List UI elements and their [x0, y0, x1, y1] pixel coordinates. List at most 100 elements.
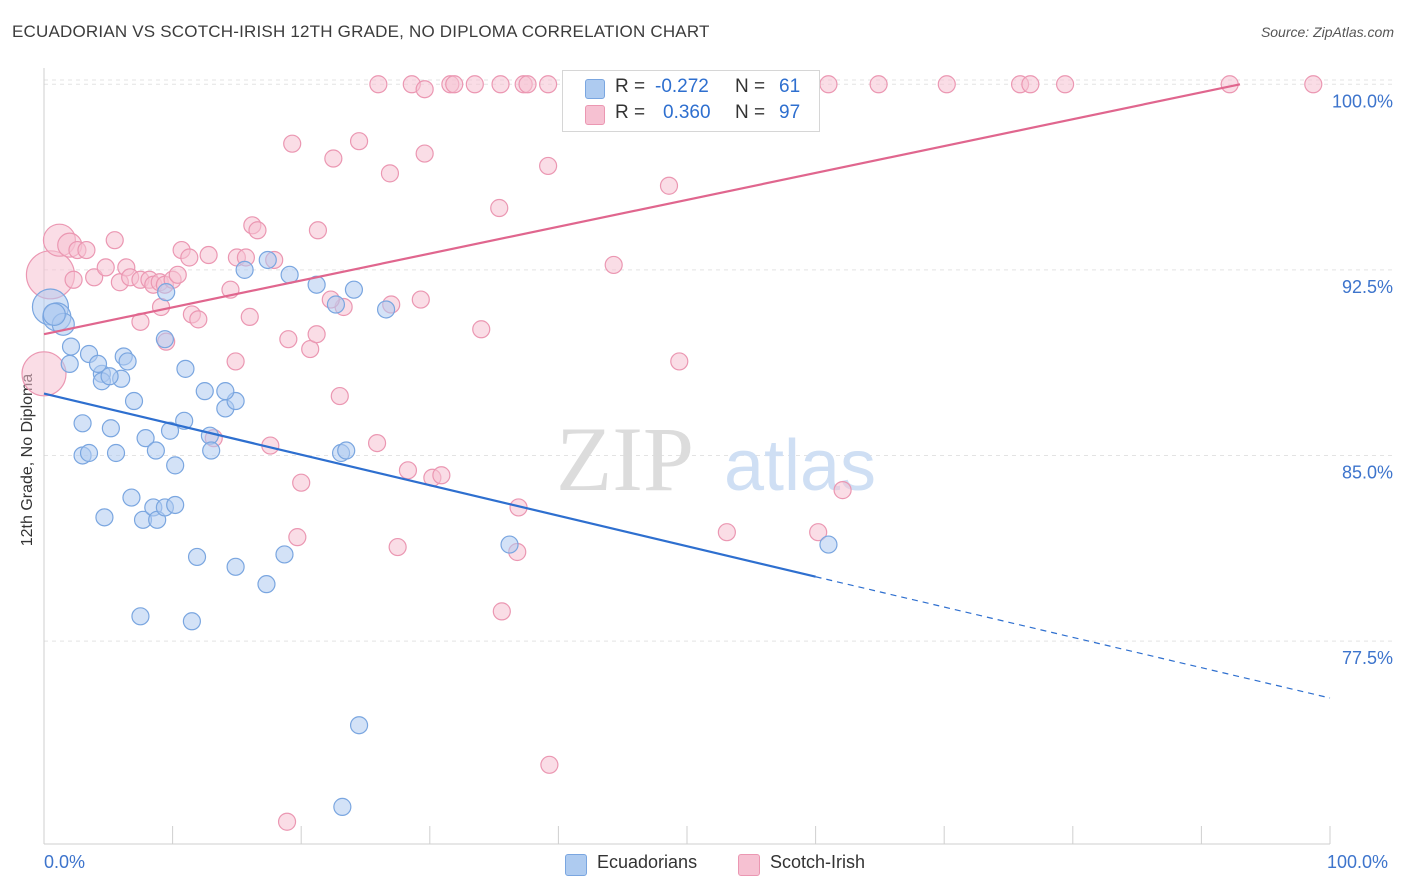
scotch-irish-point [307, 325, 326, 344]
scotch-irish-point [369, 75, 388, 94]
scotch-irish-point [1304, 75, 1323, 94]
ecuadorian-point [155, 330, 174, 349]
bottom-legend-label: Scotch-Irish [770, 852, 866, 872]
scotch-irish-point [349, 132, 369, 151]
scotch-irish-point [717, 523, 736, 542]
ecuadorian-point [258, 250, 277, 270]
scotch-irish-point [539, 75, 558, 94]
ecuadorian-point [73, 414, 92, 433]
bottom-legend-label: Ecuadorians [597, 852, 698, 872]
legend-r-label: R = [615, 102, 646, 123]
ecuadorian-point [326, 295, 346, 314]
scotch-irish-point [415, 144, 434, 163]
ecuadorian-point [131, 607, 150, 626]
y-tick-label: 100.0% [1332, 91, 1393, 111]
bottom-legend-swatch-blue [565, 854, 587, 876]
ecuadorian-point [124, 391, 144, 411]
scotch-irish-point [380, 164, 400, 183]
ecuadorian-point [333, 797, 352, 816]
scotch-irish-point [189, 310, 208, 329]
scotch-irish-point [539, 156, 558, 176]
ecuadorian-points [31, 250, 838, 816]
ecuadorian-point [95, 508, 114, 527]
scotch-irish-point [288, 528, 307, 547]
ecuadorian-point [257, 575, 276, 594]
ecuadorian-point [160, 421, 180, 440]
ecuadorian-point [79, 443, 99, 463]
watermark-zip: ZIP [556, 408, 694, 510]
ecuadorian-point [819, 535, 838, 554]
ecuadorian-point [157, 283, 176, 302]
legend-swatch-blue [585, 79, 605, 99]
ecuadorian-point [88, 354, 108, 374]
scotch-irish-point [240, 307, 259, 326]
ecuadorian-point [344, 280, 364, 299]
scotch-irish-point [367, 434, 387, 453]
watermark-atlas: atlas [724, 426, 876, 506]
scotch-irish-point [292, 473, 311, 492]
ecuadorian-point [376, 300, 396, 319]
x-tick-min: 0.0% [44, 852, 86, 872]
ecuadorian-point [275, 545, 294, 564]
scotch-irish-point [937, 75, 956, 94]
scotch-irish-point [180, 248, 199, 267]
ecuadorian-point [176, 359, 195, 378]
ecuadorian-point [146, 441, 165, 460]
scotch-irish-point [277, 812, 297, 831]
legend-n-value: 97 [779, 102, 801, 123]
scotch-irish-point [1021, 75, 1040, 94]
ecuadorian-point [226, 557, 245, 576]
bottom-legend-swatch-pink [738, 854, 760, 876]
ecuadorian-trend-line [43, 392, 816, 578]
scotch-irish-point [324, 149, 343, 168]
ecuadorian-trend-extension [815, 576, 1331, 699]
ecuadorian-point [60, 354, 79, 374]
scotch-irish-point [330, 386, 349, 406]
ecuadorian-point [187, 547, 207, 567]
ecuadorian-point [216, 382, 235, 401]
scotch-irish-point [279, 330, 298, 349]
scotch-irish-point [105, 231, 124, 250]
source-label: Source: ZipAtlas.com [1260, 24, 1394, 40]
scotch-irish-point [604, 255, 623, 275]
ecuadorian-point [202, 441, 221, 460]
ecuadorian-point [166, 495, 185, 515]
chart-title: ECUADORIAN VS SCOTCH-IRISH 12TH GRADE, N… [12, 22, 710, 41]
ecuadorian-point [136, 429, 155, 448]
scotch-irish-point [809, 523, 828, 542]
scotch-irish-point [490, 198, 509, 218]
ecuadorian-point [118, 352, 137, 371]
y-tick-labels: 77.5% 85.0% 92.5% 100.0% [1332, 91, 1393, 668]
scotch-irish-point [491, 75, 510, 94]
ecuadorian-point [195, 382, 214, 401]
scotch-irish-point [199, 245, 218, 265]
scotch-irish-point [411, 290, 430, 309]
legend-n-label: N = [735, 102, 766, 123]
ecuadorian-point [106, 443, 126, 463]
ecuadorian-point [42, 302, 66, 327]
scotch-irish-point [85, 268, 104, 287]
x-tick-max: 100.0% [1327, 852, 1389, 872]
scotch-irish-point [388, 537, 407, 557]
scotch-irish-point [77, 240, 96, 260]
scotch-irish-point [540, 755, 559, 774]
trend-lines [43, 83, 1331, 699]
watermark: ZIP atlas [556, 408, 876, 510]
ecuadorian-point [500, 535, 519, 554]
legend-n-label: N = [735, 76, 766, 97]
ecuadorian-point [182, 612, 201, 631]
scotch-irish-point [308, 221, 328, 240]
y-tick-label: 92.5% [1342, 277, 1393, 297]
scotch-irish-trend-line [43, 83, 1241, 336]
scotch-irish-point [659, 176, 679, 195]
scotch-irish-point [465, 75, 484, 94]
ecuadorian-point [337, 441, 356, 460]
ecuadorian-point [349, 716, 369, 735]
y-tick-label: 85.0% [1342, 462, 1393, 482]
scotch-irish-point [168, 265, 187, 284]
scotch-irish-point [96, 258, 115, 277]
scotch-irish-point [819, 75, 838, 94]
scotch-irish-point [833, 481, 852, 500]
ecuadorian-point [235, 260, 254, 279]
